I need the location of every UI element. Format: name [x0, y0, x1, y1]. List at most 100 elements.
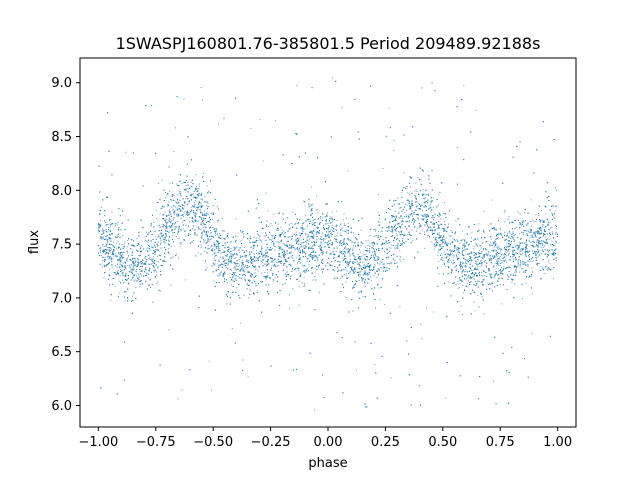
data-point	[228, 237, 230, 239]
data-point	[244, 254, 246, 256]
data-point	[281, 229, 283, 231]
data-point	[149, 249, 151, 251]
data-point	[529, 260, 531, 262]
data-point	[341, 201, 343, 203]
data-point	[545, 213, 547, 215]
data-point	[510, 242, 512, 244]
data-point	[385, 230, 387, 232]
data-point	[478, 273, 480, 274]
data-point	[548, 220, 550, 222]
data-point	[219, 274, 221, 276]
data-point	[99, 263, 101, 265]
data-point	[298, 269, 300, 271]
data-point	[167, 205, 169, 207]
data-point	[288, 308, 290, 310]
data-point	[140, 275, 142, 277]
data-point	[303, 277, 305, 279]
data-point	[217, 221, 219, 223]
data-point	[99, 223, 101, 225]
data-point	[538, 231, 540, 233]
data-point	[499, 264, 501, 266]
data-point	[168, 220, 170, 222]
data-point	[367, 273, 369, 275]
data-point	[555, 234, 557, 236]
data-point	[463, 238, 465, 240]
data-point	[305, 214, 307, 216]
data-point	[120, 254, 122, 256]
data-point	[534, 232, 536, 234]
data-point	[272, 260, 274, 262]
data-point	[324, 246, 326, 248]
data-point	[377, 212, 379, 214]
data-point	[250, 127, 252, 129]
data-point	[232, 272, 234, 274]
data-point	[330, 265, 332, 267]
data-point	[482, 230, 484, 231]
data-point	[535, 258, 537, 260]
data-point	[542, 219, 544, 221]
data-point	[426, 201, 428, 203]
data-point	[221, 217, 223, 219]
data-point	[284, 253, 286, 255]
data-point	[452, 254, 454, 256]
data-point	[331, 232, 333, 234]
data-point	[179, 199, 181, 201]
data-point	[361, 278, 363, 280]
data-point	[322, 217, 324, 219]
data-point	[201, 231, 203, 233]
data-point	[330, 264, 332, 266]
data-point	[530, 245, 532, 247]
data-point	[389, 247, 391, 249]
data-point	[400, 221, 402, 223]
data-point	[230, 248, 232, 250]
data-point	[465, 268, 467, 270]
data-point	[387, 242, 389, 244]
data-point	[200, 246, 202, 248]
data-point	[403, 259, 405, 261]
data-point	[177, 398, 179, 400]
data-point	[298, 286, 300, 288]
data-point	[218, 259, 220, 261]
data-point	[119, 258, 121, 260]
data-point	[173, 205, 175, 207]
data-point	[474, 237, 476, 239]
data-point	[477, 252, 479, 254]
data-point	[321, 251, 323, 253]
data-point	[101, 244, 103, 246]
data-point	[116, 270, 118, 272]
data-point	[483, 261, 485, 263]
data-point	[104, 214, 106, 216]
data-point	[260, 239, 262, 241]
data-point	[300, 246, 302, 248]
data-point	[346, 270, 348, 272]
data-point	[246, 259, 248, 261]
data-point	[400, 232, 402, 234]
data-point	[322, 268, 324, 270]
data-point	[520, 225, 522, 227]
data-point	[474, 280, 476, 282]
data-point	[477, 294, 479, 296]
data-point	[126, 246, 128, 248]
data-point	[366, 264, 368, 266]
data-point	[398, 231, 400, 233]
data-point	[346, 272, 348, 274]
data-point	[459, 252, 461, 254]
data-point	[292, 211, 294, 213]
data-point	[338, 260, 340, 262]
data-point	[460, 305, 462, 307]
data-point	[330, 216, 332, 218]
data-point	[432, 223, 434, 225]
data-point	[492, 243, 494, 245]
data-point	[370, 280, 372, 282]
data-point	[117, 224, 119, 226]
data-point	[377, 256, 379, 258]
data-point	[309, 206, 311, 208]
data-point	[345, 231, 347, 233]
data-point	[316, 257, 318, 259]
data-point	[156, 217, 158, 219]
data-point	[246, 250, 248, 252]
data-point	[458, 279, 460, 281]
data-point	[535, 234, 537, 236]
data-point	[456, 255, 458, 257]
data-point	[131, 250, 133, 252]
